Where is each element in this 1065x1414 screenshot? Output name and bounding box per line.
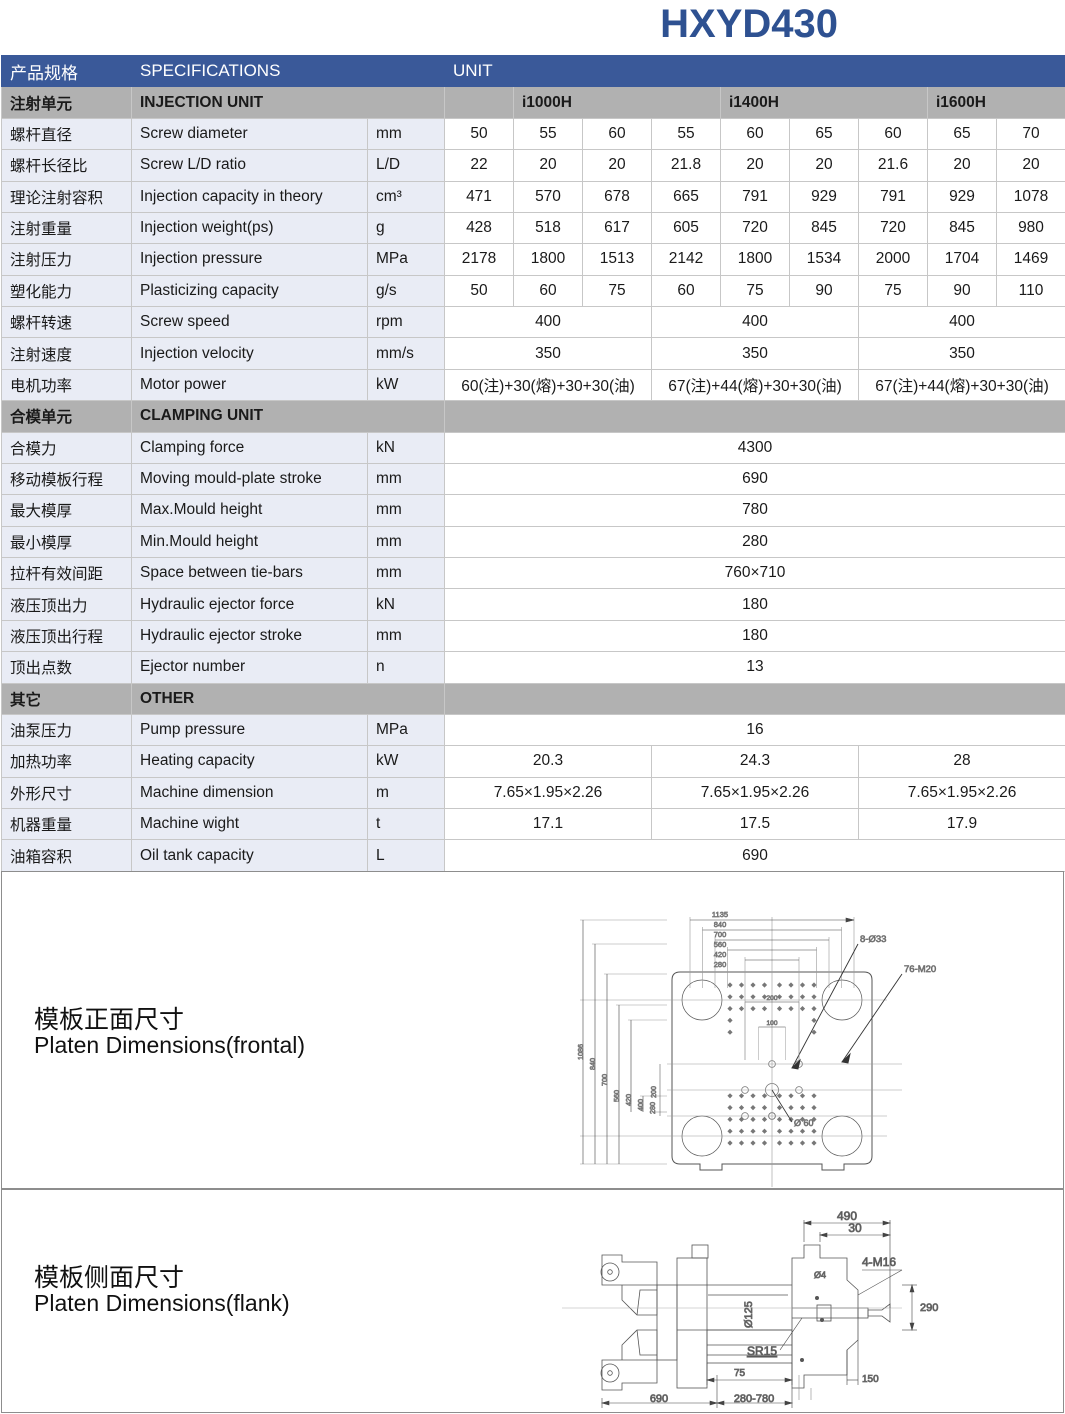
svg-text:280-780: 280-780 bbox=[734, 1393, 774, 1405]
svg-text:840: 840 bbox=[588, 1058, 597, 1070]
svg-text:4-M16: 4-M16 bbox=[862, 1255, 896, 1269]
svg-text:8-Ø33: 8-Ø33 bbox=[860, 934, 886, 945]
svg-text:840: 840 bbox=[714, 920, 727, 929]
svg-text:Ø 60: Ø 60 bbox=[794, 1118, 814, 1128]
svg-text:400: 400 bbox=[636, 1099, 645, 1111]
svg-text:1086: 1086 bbox=[576, 1044, 585, 1060]
svg-text:560: 560 bbox=[612, 1090, 621, 1102]
svg-text:30: 30 bbox=[848, 1221, 862, 1235]
svg-text:75: 75 bbox=[734, 1368, 746, 1379]
svg-text:Ø4: Ø4 bbox=[814, 1270, 826, 1280]
svg-text:280: 280 bbox=[648, 1102, 657, 1114]
svg-text:690: 690 bbox=[650, 1393, 668, 1405]
svg-text:100: 100 bbox=[766, 1020, 777, 1027]
svg-text:290: 290 bbox=[920, 1302, 938, 1314]
svg-text:Ø125: Ø125 bbox=[743, 1301, 755, 1328]
svg-text:200: 200 bbox=[766, 995, 777, 1002]
svg-text:1135: 1135 bbox=[712, 910, 728, 919]
svg-text:420: 420 bbox=[624, 1094, 633, 1106]
svg-text:420: 420 bbox=[714, 950, 727, 959]
svg-text:76-M20: 76-M20 bbox=[904, 964, 936, 975]
svg-text:700: 700 bbox=[714, 930, 727, 939]
svg-text:150: 150 bbox=[862, 1374, 879, 1385]
svg-text:200: 200 bbox=[651, 1086, 658, 1098]
svg-text:SR15: SR15 bbox=[747, 1344, 777, 1358]
svg-text:560: 560 bbox=[714, 940, 727, 949]
svg-text:700: 700 bbox=[600, 1074, 609, 1086]
svg-text:280: 280 bbox=[714, 960, 727, 969]
